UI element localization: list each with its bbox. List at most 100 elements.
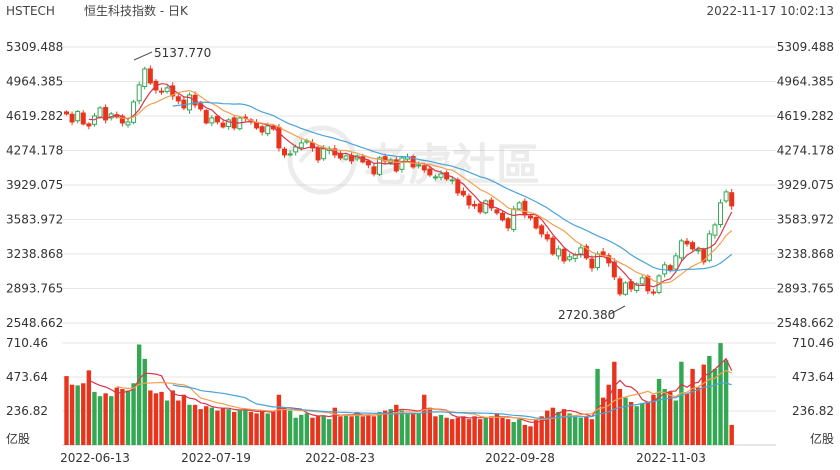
volume-bar-down — [444, 417, 449, 445]
volume-bar-down — [500, 417, 505, 445]
candle-down — [600, 251, 606, 256]
candle-down — [421, 165, 427, 171]
candle-up — [432, 176, 438, 179]
volume-bar-up — [723, 360, 729, 445]
high-annotation-label: 5137.770 — [154, 46, 211, 60]
candle-up — [416, 164, 422, 167]
candle-down — [477, 203, 483, 213]
volume-bar-down — [315, 416, 321, 445]
volume-bar-down — [561, 409, 567, 445]
volume-bar-down — [366, 414, 371, 445]
candle-down — [617, 278, 623, 295]
candle-down — [522, 200, 528, 216]
volume-bar-down — [192, 404, 198, 445]
volume-bar-down — [332, 407, 338, 445]
volume-bar-down — [181, 394, 187, 445]
candle-down — [472, 204, 478, 207]
volume-bar-up — [483, 417, 488, 445]
volume-bar-down — [684, 393, 690, 445]
candle-down — [561, 248, 567, 262]
volume-bar-down — [153, 393, 159, 445]
candle-up — [265, 125, 271, 135]
volume-bar-up — [718, 343, 723, 445]
candle-up — [578, 247, 584, 256]
candle-up — [343, 155, 349, 160]
candle-down — [64, 111, 69, 115]
candle-down — [315, 147, 321, 161]
volume-tick-label-right: 473.64 — [792, 370, 834, 384]
volume-bar-down — [695, 387, 701, 445]
volume-bar-up — [388, 409, 393, 445]
volume-unit-label-left: 亿股 — [6, 431, 30, 446]
volume-bar-down — [81, 383, 86, 445]
volume-bar-down — [114, 387, 120, 445]
volume-bar-up — [623, 397, 628, 445]
candle-up — [75, 110, 81, 122]
volume-bar-down — [69, 384, 75, 445]
candle-up — [142, 68, 148, 88]
candle-down — [282, 148, 288, 156]
date-tick-label: 2022-11-03 — [636, 451, 706, 465]
volume-bar-up — [354, 411, 360, 445]
candle-up — [567, 256, 573, 261]
volume-bar-down — [489, 416, 494, 445]
candle-up — [136, 84, 142, 102]
volume-bar-down — [668, 391, 673, 445]
volume-average-lines — [88, 357, 733, 423]
volume-bar-down — [612, 361, 617, 445]
volume-bar-down — [589, 419, 595, 445]
volume-bar-down — [528, 426, 533, 445]
candle-down — [220, 122, 226, 128]
ma5-line — [88, 83, 733, 288]
volume-ma10-line — [116, 369, 732, 421]
price-tick-label-left: 4964.385 — [6, 74, 63, 88]
candle-down — [259, 126, 265, 133]
volume-bar-down — [422, 394, 427, 445]
volume-bar-down — [232, 411, 237, 445]
candle-up — [321, 148, 327, 160]
volume-bar-up — [572, 416, 578, 445]
candle-down — [175, 96, 181, 102]
ma20-line — [172, 101, 733, 272]
volume-bar-up — [343, 414, 349, 445]
candle-up — [377, 157, 383, 175]
candle-up — [639, 277, 645, 285]
candle-down — [684, 240, 690, 245]
volume-bar-down — [254, 413, 259, 445]
volume-bar-up — [97, 396, 103, 445]
volume-bar-up — [299, 414, 304, 445]
candle-down — [214, 115, 220, 123]
candle-down — [86, 123, 92, 127]
volume-bar-down — [248, 411, 254, 445]
candle-down — [371, 166, 377, 175]
volume-bar-up — [131, 383, 136, 445]
volume-bar-up — [517, 419, 522, 445]
volume-bar-up — [321, 416, 326, 445]
volume-bar-down — [690, 368, 695, 445]
price-tick-label-left: 3583.972 — [6, 212, 63, 226]
price-tick-label-left: 4619.282 — [6, 109, 63, 123]
volume-bar-down — [276, 394, 282, 445]
candle-up — [718, 202, 724, 225]
candle-up — [186, 94, 192, 111]
candle-down — [337, 152, 343, 159]
volume-tick-label-right: 236.82 — [792, 404, 834, 418]
candle-up — [555, 248, 561, 257]
volume-bar-up — [209, 407, 215, 445]
moving-average-lines — [88, 83, 733, 288]
candle-up — [438, 173, 444, 178]
candle-down — [427, 168, 433, 176]
volume-bar-up — [293, 417, 298, 445]
price-annotations: 5137.770 2720.380 — [133, 46, 626, 322]
volume-bar-down — [410, 413, 416, 445]
volume-bar-up — [567, 413, 572, 445]
volume-bar-down — [628, 401, 634, 445]
volume-bar-up — [187, 404, 192, 445]
price-tick-label-right: 2893.765 — [777, 282, 834, 296]
volume-bar-down — [220, 407, 226, 445]
candle-up — [298, 142, 304, 149]
volume-bar-up — [125, 390, 131, 445]
candle-down — [80, 112, 86, 125]
candle-down — [466, 195, 472, 206]
